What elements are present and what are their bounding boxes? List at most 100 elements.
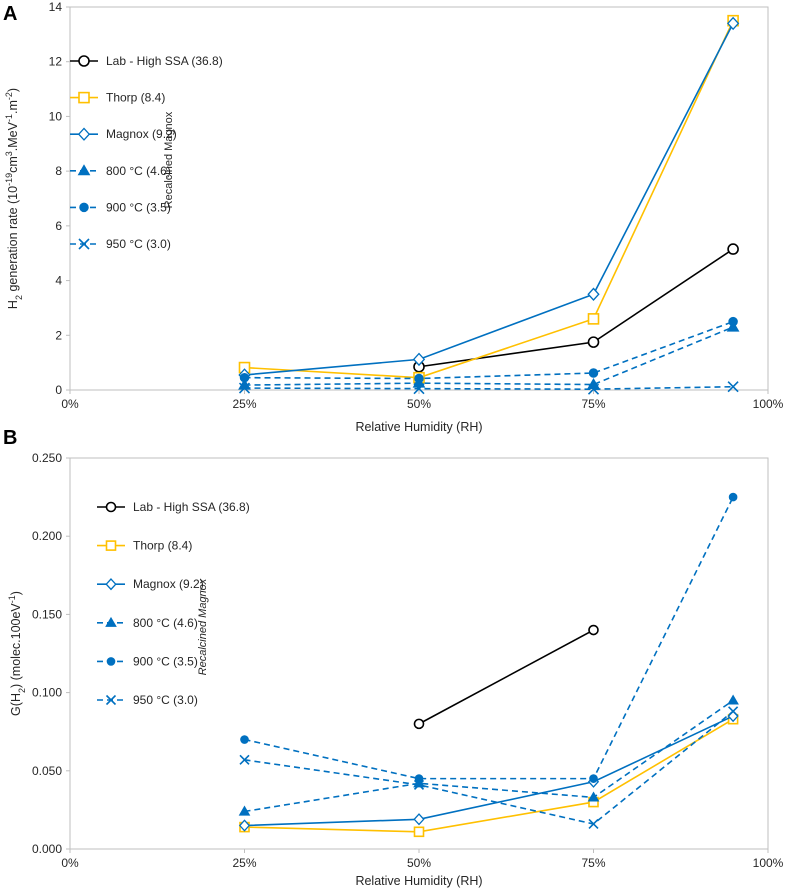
panel-letter: B [3, 427, 17, 449]
data-point [728, 316, 738, 327]
legend-marker [105, 694, 117, 706]
y-tick-label: 8 [55, 164, 62, 178]
y-axis-title-part: H [6, 300, 20, 309]
data-point [587, 336, 600, 348]
legend-entry: 950 °C (3.0) [70, 237, 171, 251]
data-point [588, 624, 599, 636]
data-point [587, 383, 600, 395]
legend-entry: Lab - High SSA (36.8) [97, 500, 250, 514]
legend-marker [79, 202, 89, 213]
legend-entry: Magnox (9.2) [97, 577, 204, 591]
legend-label: 800 °C (4.6) [133, 616, 198, 630]
data-point [238, 819, 251, 832]
data-point [728, 492, 738, 502]
data-point [587, 791, 600, 802]
group-label: Recalcined Magnox [163, 111, 175, 208]
data-point-stroke [588, 818, 599, 830]
series-line [244, 699, 734, 813]
y-axis-title-subscript: 2 [14, 295, 24, 300]
y-axis-title-superscript: 3 [4, 151, 14, 156]
data-point [727, 694, 739, 705]
data-point [726, 16, 740, 31]
data-point [238, 382, 251, 394]
y-tick-label: 2 [55, 328, 62, 342]
series-line [244, 710, 734, 825]
data-point [727, 243, 739, 255]
legend-label: 900 °C (3.5) [133, 654, 198, 668]
data-point [238, 805, 251, 816]
legend-marker-stroke [105, 694, 117, 706]
legend-entry: Lab - High SSA (36.8) [70, 54, 223, 68]
legend-marker [77, 127, 91, 141]
y-tick-label: 14 [49, 0, 63, 14]
legend-entry: 950 °C (3.0) [97, 693, 198, 707]
series-lab-high-ssa-36-8- [413, 624, 599, 730]
y-tick-label: 0.000 [32, 842, 62, 856]
x-tick-label: 50% [407, 856, 431, 870]
data-point [588, 368, 599, 378]
y-axis-title-part: ) [9, 591, 23, 595]
data-point [240, 735, 249, 744]
data-point [413, 826, 425, 838]
legend-marker [77, 164, 91, 176]
legend-entry: 900 °C (3.5) [70, 200, 171, 214]
y-tick-label: 0.100 [32, 686, 62, 700]
legend-label: Lab - High SSA (36.8) [133, 500, 250, 514]
data-point-stroke [413, 779, 425, 790]
y-tick-label: 12 [49, 55, 63, 69]
legend-label: 950 °C (3.0) [106, 237, 171, 251]
data-point-stroke [239, 754, 250, 765]
x-tick-label: 25% [232, 856, 256, 870]
data-point [588, 818, 599, 830]
series-magnox-9-2- [238, 16, 740, 382]
series-line [244, 320, 734, 380]
legend-entry: Thorp (8.4) [97, 539, 192, 553]
y-axis-title-superscript: -1 [4, 114, 14, 122]
x-tick-label: 0% [61, 856, 79, 870]
data-point [727, 381, 739, 393]
y-axis-title-part: cm [6, 156, 20, 173]
series-thorp-8-4- [239, 713, 739, 838]
y-axis-title-part: .m [6, 100, 20, 114]
series-900-c-3-5- [240, 492, 738, 783]
legend-entry: Thorp (8.4) [70, 91, 165, 105]
data-point [413, 779, 425, 790]
x-tick-label: 100% [753, 397, 784, 411]
data-point [587, 313, 600, 325]
legend-marker [105, 501, 117, 513]
data-point-stroke [587, 383, 600, 395]
x-tick-label: 25% [232, 397, 256, 411]
legend-entry: Magnox (9.2) [70, 127, 177, 141]
legend-label: Thorp (8.4) [106, 91, 165, 105]
series-line [244, 496, 734, 780]
y-tick-label: 10 [49, 109, 63, 123]
data-point [413, 718, 425, 730]
data-point [414, 373, 424, 384]
y-axis-title-subscript: 2 [17, 688, 27, 693]
y-axis-title-part: .MeV [6, 121, 20, 151]
series-800-c-4-6- [238, 320, 740, 390]
legend-label: 900 °C (3.5) [106, 200, 171, 214]
y-axis-title-part: ) [6, 88, 20, 92]
data-point [413, 813, 425, 826]
series-line [244, 326, 734, 386]
legend-marker-stroke [78, 238, 90, 250]
data-point [414, 774, 424, 783]
legend-marker [105, 578, 117, 591]
series-line [418, 248, 734, 368]
y-axis-title: G(H2) (molec.100eV-1) [7, 591, 27, 716]
series-950-c-3-0- [238, 381, 739, 395]
group-label: Recalcined Magnox [197, 578, 209, 675]
y-tick-label: 0.050 [32, 764, 62, 778]
y-axis-title-part: generation rate (10 [6, 186, 20, 295]
legend-label: 800 °C (4.6) [106, 164, 171, 178]
y-tick-label: 0.250 [32, 451, 62, 465]
y-tick-label: 0.150 [32, 607, 62, 621]
data-point [412, 352, 426, 367]
legend-label: Thorp (8.4) [133, 539, 192, 553]
data-point [728, 706, 739, 717]
panel-a-chart: A 0 2 4 6 8 10 12 14 0% 25% 50% 75% 100% Relative Humi… [3, 0, 784, 434]
series-line [244, 718, 734, 833]
data-point-stroke [728, 706, 739, 717]
